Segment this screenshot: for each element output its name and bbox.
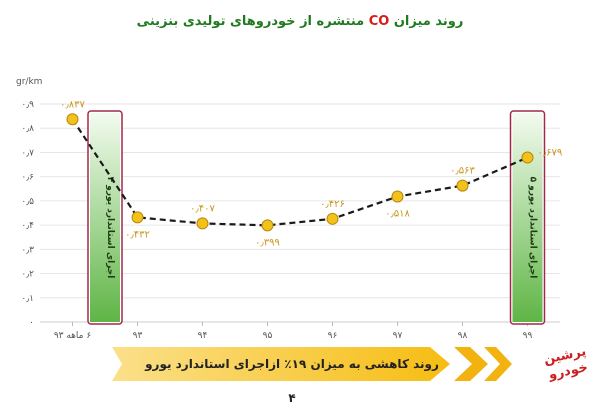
data-label: ۰٫۸۳۷	[60, 99, 85, 110]
euro4-band-fill	[90, 113, 120, 322]
x-tick-label: ۹۴	[198, 331, 208, 341]
line-chart: ۰ ۰٫۱ ۰٫۲ ۰٫۳ ۰٫۴ ۰٫۵ ۰٫۶ ۰٫۷ ۰٫۸ ۰٫۹ gr/km ۶ ماهه …	[16, 77, 563, 341]
y-tick-label: ۰٫۱	[21, 294, 34, 304]
y-tick-label: ۰٫۶	[21, 173, 34, 183]
data-point	[391, 190, 404, 203]
x-tick-label: ۹۶	[328, 331, 338, 341]
y-axis-label: gr/km	[16, 77, 42, 87]
y-tick-label: ۰٫۲	[21, 270, 34, 280]
series-line	[71, 118, 528, 227]
euro4-band: اجرای استاندارد یورو ۴	[87, 110, 123, 325]
banner-chevron-1	[454, 347, 488, 381]
y-tick-label: ۰٫۴	[21, 221, 34, 231]
euro5-band-text: اجرای استاندارد یورو ۵	[528, 177, 538, 279]
y-tick-label: ۰٫۸	[21, 124, 34, 134]
x-tick-label: ۹۳	[133, 331, 143, 341]
y-tick-label: ۰٫۵	[21, 197, 34, 207]
data-label: ۰٫۵۱۸	[385, 209, 410, 220]
banner-arrow-body	[112, 347, 450, 381]
data-label: ۰٫۴۰۷	[190, 203, 215, 214]
euro5-band: اجرای استاندارد یورو ۵	[509, 110, 546, 325]
x-tick-label: ۹۷	[393, 331, 403, 341]
data-point	[521, 151, 534, 164]
title-post: منتشره از خودروهای تولیدی بنزینی	[136, 14, 369, 29]
data-label: ۰٫۶۷۹	[538, 148, 563, 159]
data-label: ۰٫۴۳۲	[125, 229, 150, 240]
chart-title: روند میزان CO منتشره از خودروهای تولیدی …	[0, 14, 600, 29]
x-tick-label: ۹۹	[523, 331, 533, 341]
banner-text: روند کاهشی به میزان ۱۹٪ ازاجرای استاندار…	[145, 357, 439, 405]
banner-arrow-shape	[112, 347, 512, 381]
data-label: ۰٫۵۶۳	[450, 166, 475, 177]
y-tick-label: ۰	[29, 318, 34, 328]
x-tick-label: ۹۸	[458, 331, 468, 341]
data-point	[131, 211, 144, 224]
data-point	[261, 219, 274, 232]
data-point	[66, 113, 79, 126]
y-tick-label: ۰٫۷	[21, 148, 34, 158]
data-point	[456, 179, 469, 192]
euro5-band-fill	[512, 113, 543, 322]
summary-banner: روند کاهشی به میزان ۱۹٪ ازاجرای استاندار…	[112, 347, 512, 405]
y-tick-label: ۰٫۹	[21, 100, 34, 110]
title-highlight: CO	[368, 14, 390, 29]
euro4-band-text: اجرای استاندارد یورو ۴	[105, 177, 115, 279]
x-tick-label: ۹۵	[263, 331, 273, 341]
data-point	[196, 217, 209, 230]
banner-chevron-2	[484, 347, 512, 381]
title-pre: روند میزان	[389, 14, 464, 29]
data-point	[326, 212, 339, 225]
data-label: ۰٫۳۹۹	[255, 237, 280, 248]
y-tick-label: ۰٫۳	[21, 245, 34, 255]
x-tick-label: ۶ ماهه ۹۳	[54, 331, 92, 341]
data-label: ۰٫۴۲۶	[320, 199, 345, 210]
